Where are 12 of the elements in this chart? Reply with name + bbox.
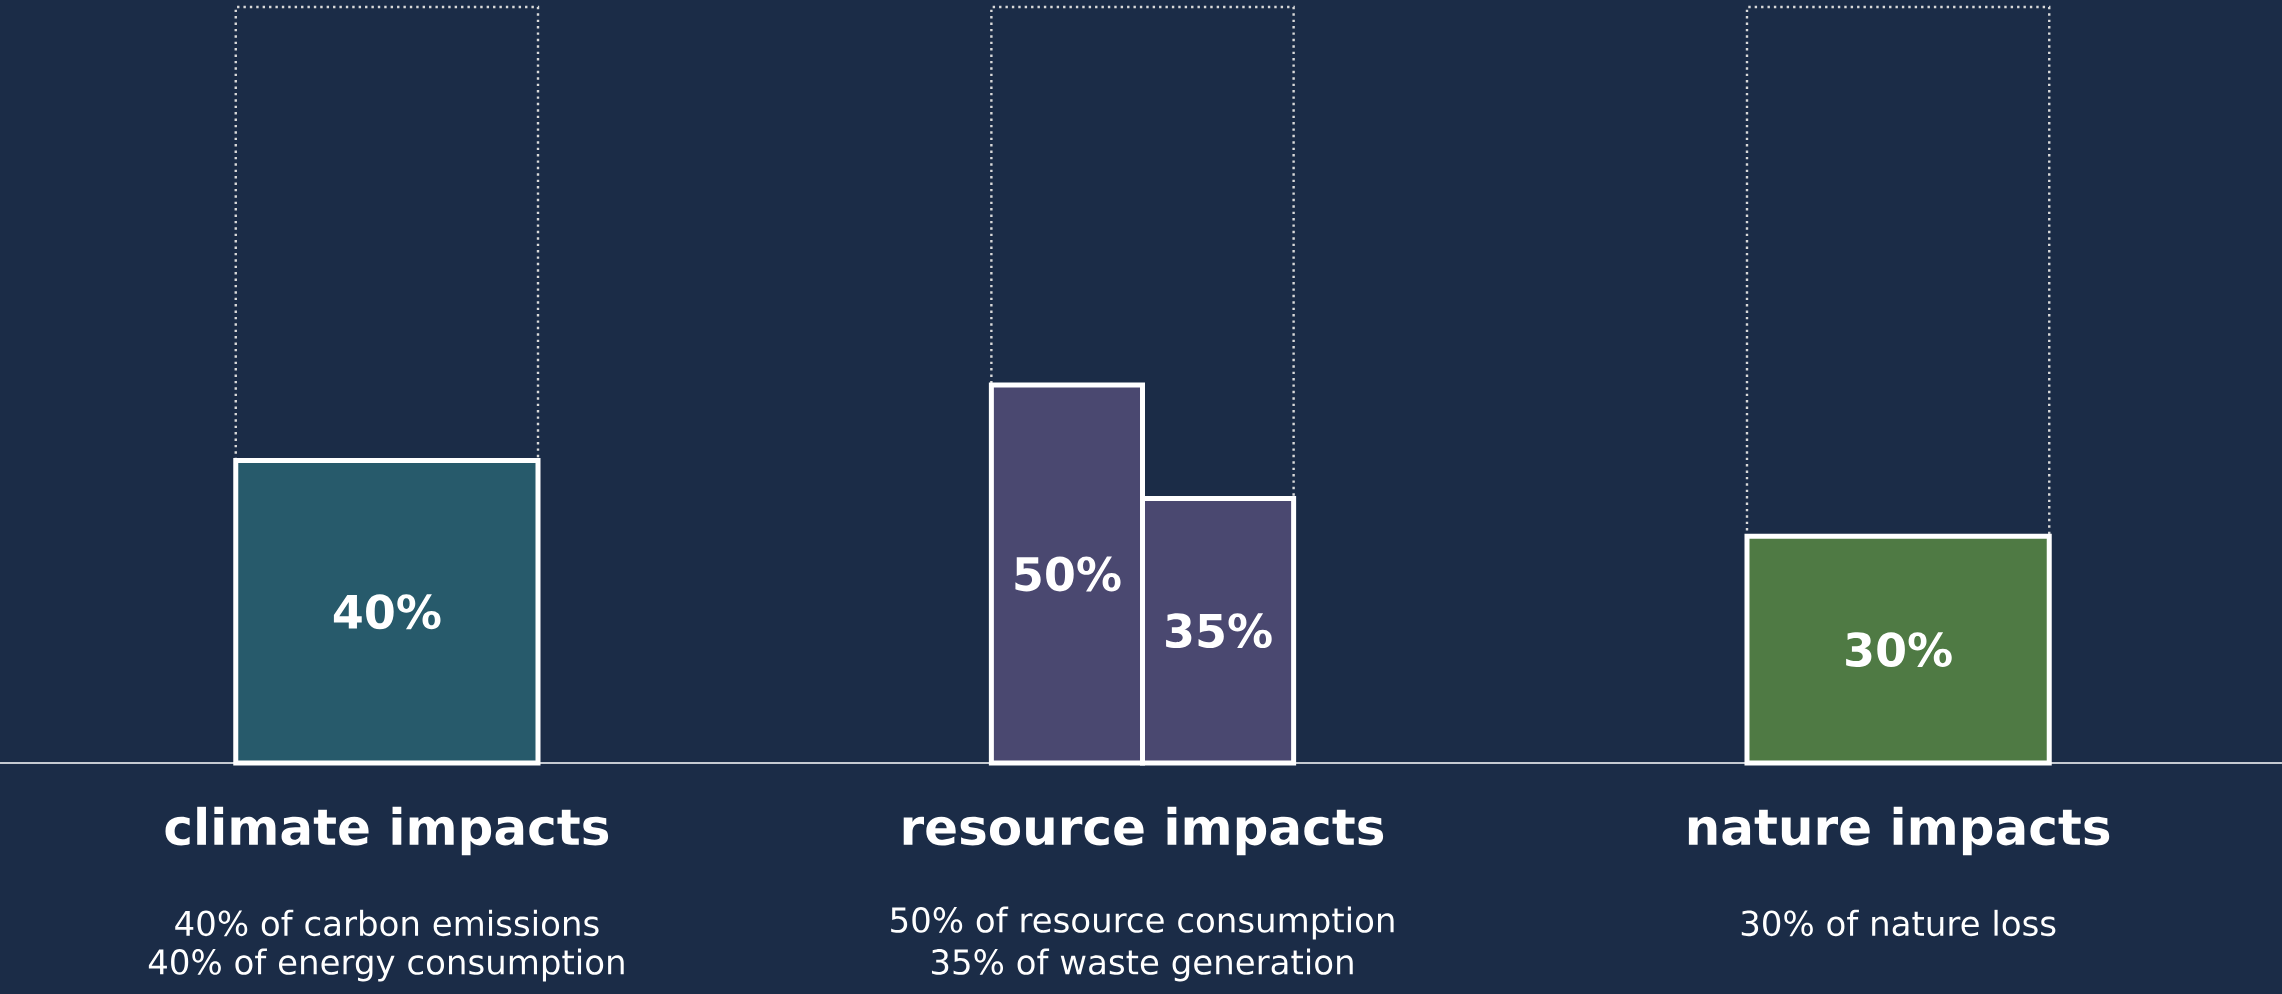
text: 40% of energy consumption <box>148 948 624 982</box>
data-label: 35% <box>1166 613 1272 649</box>
data-label: 50% <box>1015 556 1121 592</box>
data-label: 40% <box>333 594 441 630</box>
data-label: 30% <box>1846 632 1952 667</box>
text: 50% of resource consumption <box>891 906 1394 940</box>
x-tick-label: climate impacts <box>165 806 609 856</box>
text: 30% of nature loss <box>1741 909 2056 937</box>
x-tick-label: resource impacts <box>903 806 1384 856</box>
text: 40% of carbon emissions <box>175 909 599 937</box>
text: 35% of waste generation <box>931 948 1353 982</box>
x-tick-label: nature impacts <box>1688 806 2110 856</box>
